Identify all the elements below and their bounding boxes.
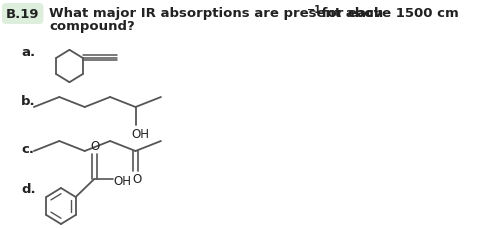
Text: O: O <box>90 139 99 152</box>
Text: B.19: B.19 <box>6 8 39 21</box>
Text: compound?: compound? <box>49 20 135 33</box>
Text: O: O <box>132 172 142 185</box>
Text: −1: −1 <box>307 5 321 15</box>
Text: a.: a. <box>21 46 35 59</box>
Text: c.: c. <box>21 142 34 155</box>
Text: d.: d. <box>21 182 36 195</box>
Text: OH: OH <box>113 174 131 187</box>
Text: OH: OH <box>131 128 149 140</box>
Text: What major IR absorptions are present above 1500 cm: What major IR absorptions are present ab… <box>49 7 459 20</box>
Text: b.: b. <box>21 95 36 108</box>
Text: for each: for each <box>317 7 383 20</box>
